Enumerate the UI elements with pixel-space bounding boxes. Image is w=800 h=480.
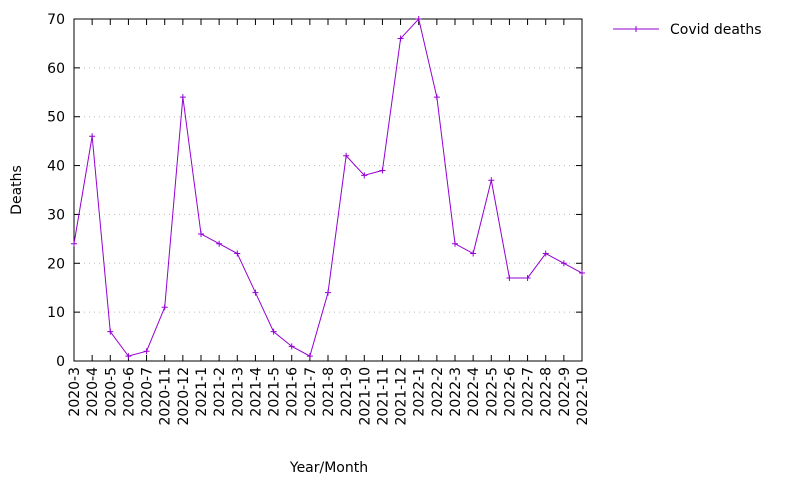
x-tick-label: 2022-8 xyxy=(539,367,555,417)
x-tick-label: 2022-5 xyxy=(484,367,500,417)
data-point xyxy=(288,343,295,350)
data-point xyxy=(306,353,313,360)
data-point xyxy=(161,304,168,311)
x-tick-label: 2022-10 xyxy=(575,367,591,426)
x-tick-label: 2021-3 xyxy=(230,367,246,417)
x-tick-label: 2021-7 xyxy=(303,367,319,417)
y-tick-label: 20 xyxy=(47,256,65,272)
series-line xyxy=(73,17,583,357)
data-point xyxy=(433,94,440,101)
data-point xyxy=(415,16,422,22)
x-tick-label: 2020-6 xyxy=(121,367,137,417)
data-point xyxy=(397,35,404,42)
x-axis-title: Year/Month xyxy=(289,460,368,476)
data-point xyxy=(107,328,114,335)
data-point xyxy=(143,348,150,355)
y-tick-label: 0 xyxy=(56,354,65,370)
data-point xyxy=(216,240,223,247)
x-tick-label: 2022-4 xyxy=(466,367,482,417)
x-tick-label: 2021-6 xyxy=(285,367,301,417)
x-tick-label: 2021-10 xyxy=(357,367,373,426)
data-point xyxy=(361,172,368,179)
data-point xyxy=(506,274,513,281)
data-point xyxy=(252,289,259,296)
legend-entry-covid-deaths: Covid deaths xyxy=(670,22,762,38)
data-point xyxy=(325,289,331,296)
x-axis: 2020-3 2020-4 2020-5 2020-6 2020-7 2020-11 202… xyxy=(67,19,591,426)
data-point xyxy=(343,152,350,159)
x-tick-label: 2020-12 xyxy=(176,367,192,426)
y-axis-title: Deaths xyxy=(9,165,25,215)
x-tick-label: 2021-8 xyxy=(321,367,337,417)
y-axis: 0 10 20 30 40 50 60 70 xyxy=(47,12,582,370)
x-tick-label: 2021-1 xyxy=(194,367,210,417)
y-tick-label: 50 xyxy=(47,110,65,126)
data-point xyxy=(89,133,96,140)
x-tick-label: 2020-7 xyxy=(140,367,156,417)
y-tick-label: 30 xyxy=(47,207,65,223)
x-tick-label: 2022-7 xyxy=(521,367,537,417)
data-point xyxy=(542,250,549,257)
x-tick-label: 2020-4 xyxy=(85,367,101,417)
data-point xyxy=(379,167,386,174)
x-tick-label: 2021-5 xyxy=(267,367,283,417)
x-tick-label: 2020-11 xyxy=(158,367,174,426)
y-tick-label: 60 xyxy=(47,61,65,77)
data-point xyxy=(470,250,477,257)
x-tick-label: 2021-4 xyxy=(248,367,264,417)
y-tick-label: 40 xyxy=(47,159,65,175)
x-tick-label: 2022-1 xyxy=(412,367,428,417)
data-point xyxy=(560,260,567,267)
x-tick-label: 2022-3 xyxy=(448,367,464,417)
data-point xyxy=(270,328,277,335)
data-point xyxy=(488,177,495,184)
x-tick-label: 2021-9 xyxy=(339,367,355,417)
x-tick-label: 2022-6 xyxy=(502,367,518,417)
x-tick-label: 2021-11 xyxy=(375,367,391,426)
data-point xyxy=(125,353,132,360)
x-tick-label: 2020-5 xyxy=(103,367,119,417)
gridlines xyxy=(74,67,582,313)
plot-frame xyxy=(73,18,583,362)
x-tick-label: 2020-3 xyxy=(67,367,83,417)
data-point xyxy=(71,240,77,247)
legend-marker xyxy=(633,26,639,32)
x-tick-label: 2022-2 xyxy=(430,367,446,417)
x-tick-label: 2022-9 xyxy=(557,367,573,417)
data-point xyxy=(179,94,186,101)
legend: Covid deaths xyxy=(613,22,762,38)
y-tick-label: 10 xyxy=(47,305,65,321)
x-tick-label: 2021-12 xyxy=(394,367,410,426)
y-tick-label: 70 xyxy=(47,12,65,28)
series-covid-deaths xyxy=(71,16,585,360)
data-point xyxy=(524,274,531,281)
x-tick-label: 2021-2 xyxy=(212,367,228,417)
data-point xyxy=(452,240,458,247)
data-point xyxy=(579,270,585,277)
data-point xyxy=(234,250,241,257)
data-point xyxy=(198,230,204,237)
